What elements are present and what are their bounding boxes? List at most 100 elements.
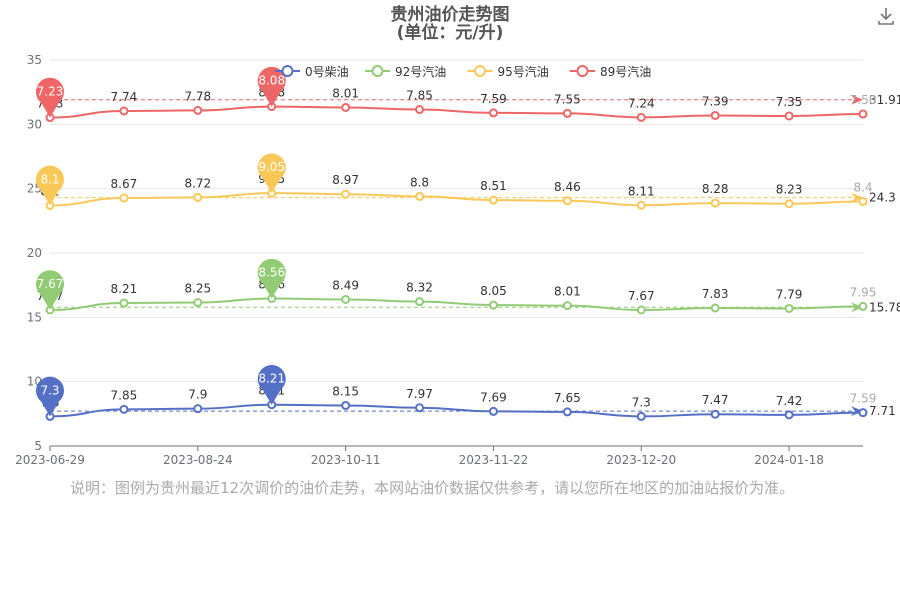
min-marker-label: 7.67: [37, 277, 64, 291]
data-point: [562, 108, 572, 118]
data-label: 7.85: [111, 388, 138, 402]
data-point: [341, 189, 351, 199]
data-label: 7.85: [406, 89, 433, 103]
data-label: 7.69: [480, 390, 507, 404]
data-label: 7.24: [628, 96, 655, 110]
download-icon[interactable]: [876, 6, 896, 26]
data-label: 7.9: [188, 388, 207, 402]
average-label: 24.3: [869, 191, 896, 205]
data-label: 8.01: [554, 285, 581, 299]
data-point: [193, 192, 203, 202]
data-label: 8.4: [853, 181, 872, 195]
y-tick-label: 5: [34, 439, 42, 453]
data-label: 7.59: [850, 392, 877, 406]
data-label: 8.21: [111, 282, 138, 296]
chart-subtitle: (单位：元/升): [397, 22, 504, 43]
data-point: [636, 411, 646, 421]
data-point: [341, 294, 351, 304]
data-label: 7.78: [184, 89, 211, 103]
legend[interactable]: 0号柴油 92号汽油 95号汽油 89号汽油: [275, 64, 651, 79]
min-marker: [36, 77, 65, 118]
data-label: 7.83: [702, 287, 729, 301]
legend-marker: [371, 65, 384, 77]
data-label: 7.50: [850, 93, 877, 107]
legend-item-0[interactable]: 0号柴油: [275, 65, 349, 79]
y-tick-label: 35: [27, 53, 42, 67]
x-tick-label: 2023-10-11: [311, 453, 381, 467]
data-label: 8.49: [332, 278, 359, 292]
legend-label: 0号柴油: [305, 65, 349, 79]
data-point: [488, 300, 498, 310]
legend-marker: [576, 65, 589, 77]
data-label: 8.25: [184, 282, 211, 296]
average-arrow: [851, 94, 863, 105]
data-point: [562, 301, 572, 311]
data-label: 7.95: [850, 285, 877, 299]
average-label: 31.91: [869, 93, 900, 107]
min-marker: [36, 165, 64, 206]
data-point: [784, 111, 794, 121]
data-label: 7.47: [702, 393, 729, 407]
min-marker-label: 8.1: [40, 172, 59, 186]
chart-note: 说明：图例为贵州最近12次调价的油价走势，本网站油价数据仅供参考，请以您所在地区…: [70, 479, 795, 497]
data-label: 8.72: [184, 176, 211, 190]
legend-label: 89号汽油: [600, 64, 651, 79]
data-label: 8.15: [332, 384, 359, 398]
average-label: 15.78: [869, 300, 900, 314]
legend-item-1[interactable]: 92号汽油: [365, 64, 446, 79]
max-marker: [257, 364, 286, 405]
data-point: [488, 406, 498, 416]
series-group: 7.71 7.3 7.85 7.9 8.21 8.15 7.97 7.69 7.65 7.3 7.4…: [36, 66, 900, 421]
data-point: [415, 403, 425, 413]
chart-title: 贵州油价走势图: [391, 4, 510, 25]
data-label: 7.35: [776, 95, 803, 109]
legend-marker: [281, 65, 294, 77]
data-label: 8.8: [410, 175, 429, 189]
series-line-3: [49, 105, 864, 119]
x-tick-label: 2023-06-29: [15, 453, 85, 467]
x-tick-label: 2023-12-20: [606, 453, 676, 467]
data-label: 8.23: [776, 183, 803, 197]
data-label: 8.51: [480, 179, 507, 193]
data-point: [193, 105, 203, 115]
data-point: [415, 105, 425, 115]
average-arrow: [851, 406, 863, 417]
data-point: [341, 400, 351, 410]
min-marker-label: 7.3: [40, 383, 59, 397]
data-point: [710, 303, 720, 313]
max-marker: [257, 258, 286, 299]
data-point: [858, 197, 868, 207]
data-point: [636, 305, 646, 315]
data-label: 7.74: [111, 90, 138, 104]
data-label: 8.28: [702, 182, 729, 196]
min-marker: [36, 270, 65, 310]
data-label: 8.05: [480, 284, 507, 298]
max-marker-label: 9.05: [258, 160, 285, 174]
data-label: 7.79: [776, 287, 803, 301]
data-point: [341, 102, 351, 112]
legend-item-2[interactable]: 95号汽油: [467, 64, 549, 79]
average-label: 7.71: [869, 404, 896, 418]
data-point: [636, 200, 646, 210]
max-marker: [257, 66, 286, 107]
data-point: [415, 297, 425, 307]
data-point: [636, 112, 646, 122]
data-point: [415, 191, 425, 201]
data-label: 7.97: [406, 387, 433, 401]
data-point: [858, 408, 868, 418]
legend-item-3[interactable]: 89号汽油: [570, 64, 651, 79]
data-point: [193, 404, 203, 414]
average-arrow: [851, 192, 863, 203]
series-line-2: [49, 192, 864, 207]
data-label: 8.46: [554, 180, 581, 194]
x-tick-label: 2023-08-24: [163, 453, 233, 467]
data-point: [119, 106, 129, 116]
max-marker-label: 8.21: [258, 372, 285, 386]
data-label: 7.67: [628, 289, 655, 303]
data-point: [488, 195, 498, 205]
max-marker-label: 8.08: [258, 74, 285, 88]
max-marker-label: 8.56: [258, 266, 285, 280]
data-label: 8.67: [111, 177, 138, 191]
data-point: [119, 193, 129, 203]
